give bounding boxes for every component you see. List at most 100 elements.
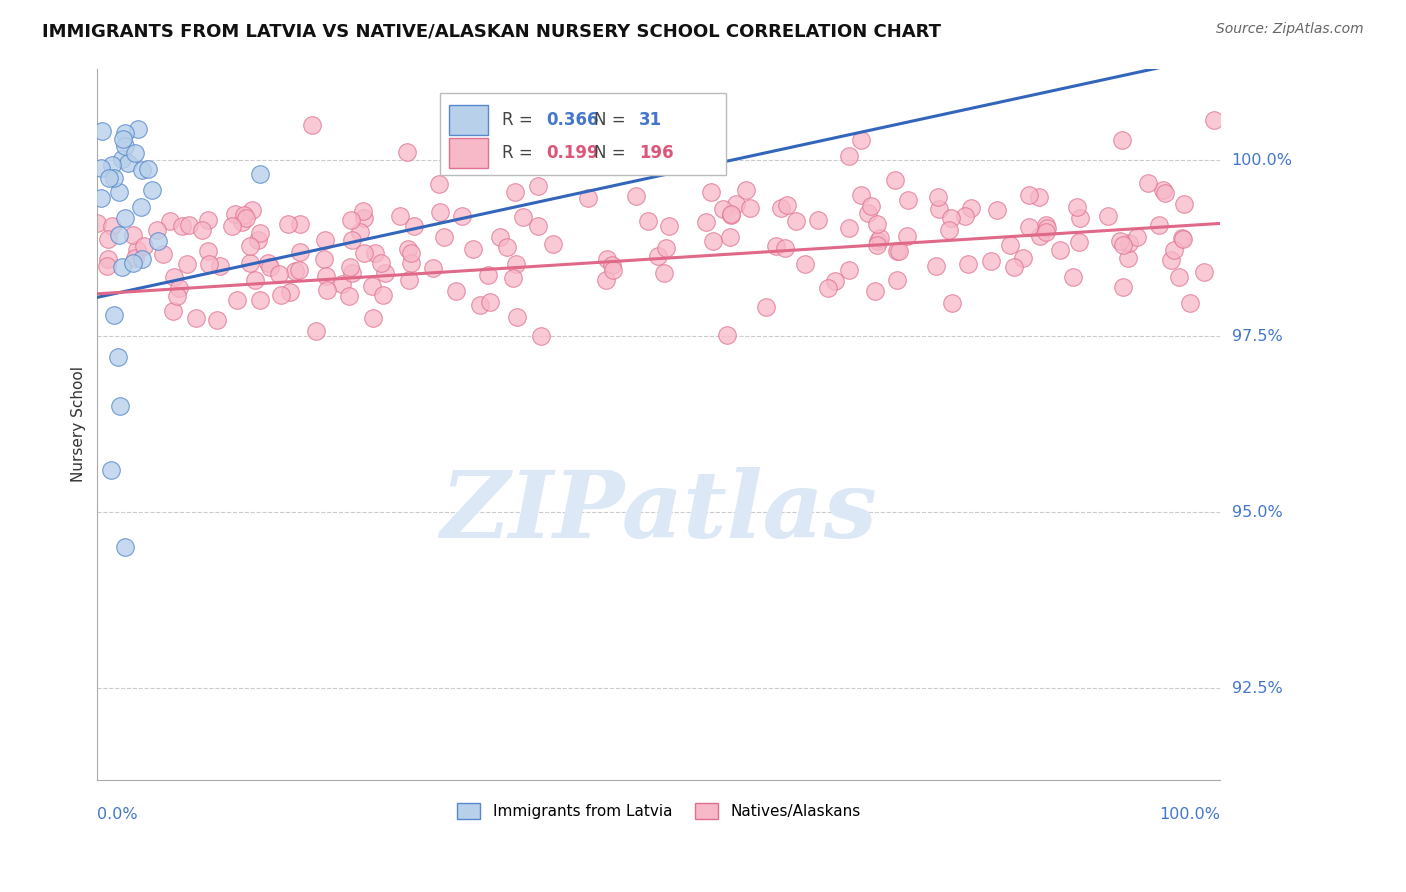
Point bbox=[488, 230, 510, 244]
Point bbox=[718, 230, 741, 244]
Point bbox=[889, 244, 911, 259]
Point bbox=[600, 258, 623, 272]
Point bbox=[301, 118, 323, 132]
Point bbox=[96, 259, 118, 273]
Point bbox=[868, 234, 890, 248]
Point bbox=[502, 271, 524, 285]
Point bbox=[461, 242, 484, 256]
Point bbox=[111, 131, 134, 145]
Point bbox=[866, 217, 889, 231]
Point bbox=[1097, 209, 1119, 223]
Point bbox=[595, 272, 617, 286]
FancyBboxPatch shape bbox=[449, 104, 488, 135]
Point bbox=[361, 310, 384, 325]
Point bbox=[941, 295, 963, 310]
Point bbox=[1035, 225, 1057, 239]
Point bbox=[337, 289, 360, 303]
Point bbox=[312, 252, 335, 267]
Point bbox=[1062, 269, 1084, 284]
Point bbox=[209, 260, 232, 274]
Point bbox=[111, 260, 134, 274]
Point bbox=[658, 219, 681, 234]
Point bbox=[883, 173, 905, 187]
Point bbox=[869, 231, 891, 245]
Point bbox=[1160, 253, 1182, 268]
Text: 100.0%: 100.0% bbox=[1232, 153, 1292, 168]
Point bbox=[527, 178, 550, 193]
Point bbox=[270, 288, 292, 302]
Point bbox=[207, 313, 229, 327]
Point bbox=[134, 239, 156, 253]
Point bbox=[479, 295, 502, 310]
Point bbox=[1126, 230, 1149, 244]
Point bbox=[124, 145, 146, 160]
Point bbox=[197, 244, 219, 258]
Point bbox=[97, 252, 120, 267]
Text: 97.5%: 97.5% bbox=[1232, 328, 1282, 343]
Point bbox=[114, 211, 136, 225]
Point bbox=[886, 244, 908, 259]
Point bbox=[1029, 229, 1052, 244]
Point bbox=[159, 214, 181, 228]
Point bbox=[340, 213, 363, 227]
Point bbox=[427, 177, 450, 191]
Point bbox=[959, 201, 981, 215]
Point bbox=[114, 541, 136, 555]
Point bbox=[146, 234, 169, 248]
Point bbox=[1012, 251, 1035, 265]
Point bbox=[865, 284, 887, 298]
Point bbox=[711, 202, 734, 217]
Point bbox=[231, 215, 253, 229]
Point bbox=[114, 126, 136, 140]
Point bbox=[422, 260, 444, 275]
Point bbox=[117, 156, 139, 170]
Point bbox=[278, 285, 301, 300]
Point bbox=[398, 242, 420, 256]
Point bbox=[468, 298, 491, 312]
Point bbox=[1202, 113, 1225, 128]
Point bbox=[176, 257, 198, 271]
Point bbox=[340, 266, 363, 280]
Point bbox=[702, 235, 724, 249]
Point bbox=[740, 201, 762, 215]
Point bbox=[595, 252, 617, 266]
Point bbox=[838, 262, 860, 277]
Point bbox=[1168, 270, 1191, 285]
Point bbox=[370, 255, 392, 269]
Point bbox=[496, 240, 519, 254]
Point bbox=[86, 216, 108, 230]
Point bbox=[1171, 232, 1194, 246]
Point bbox=[114, 139, 136, 153]
Point bbox=[1036, 221, 1059, 235]
Point bbox=[131, 162, 153, 177]
Point bbox=[576, 191, 599, 205]
Text: N =: N = bbox=[593, 145, 631, 162]
Point bbox=[352, 204, 374, 219]
Point bbox=[773, 241, 796, 255]
Point bbox=[288, 217, 311, 231]
Text: 0.0%: 0.0% bbox=[97, 807, 138, 822]
Point bbox=[1069, 211, 1091, 225]
Point bbox=[100, 463, 122, 477]
Point bbox=[101, 219, 124, 234]
Y-axis label: Nursery School: Nursery School bbox=[72, 366, 86, 482]
Point bbox=[695, 215, 717, 229]
Text: 0.366: 0.366 bbox=[547, 111, 599, 128]
Text: ZIPatlas: ZIPatlas bbox=[440, 467, 877, 558]
Point bbox=[925, 259, 948, 273]
Legend: Immigrants from Latvia, Natives/Alaskans: Immigrants from Latvia, Natives/Alaskans bbox=[451, 797, 866, 825]
Point bbox=[145, 223, 167, 237]
Point bbox=[284, 264, 307, 278]
Point bbox=[602, 263, 624, 277]
Point bbox=[304, 324, 326, 338]
Point bbox=[1000, 238, 1022, 252]
Point bbox=[374, 266, 396, 280]
Point bbox=[444, 284, 467, 298]
Point bbox=[939, 211, 962, 225]
Text: R =: R = bbox=[502, 145, 537, 162]
Point bbox=[1049, 243, 1071, 257]
Point bbox=[129, 200, 152, 214]
Point bbox=[108, 227, 131, 242]
Point bbox=[288, 263, 311, 277]
Text: 0.199: 0.199 bbox=[547, 145, 599, 162]
